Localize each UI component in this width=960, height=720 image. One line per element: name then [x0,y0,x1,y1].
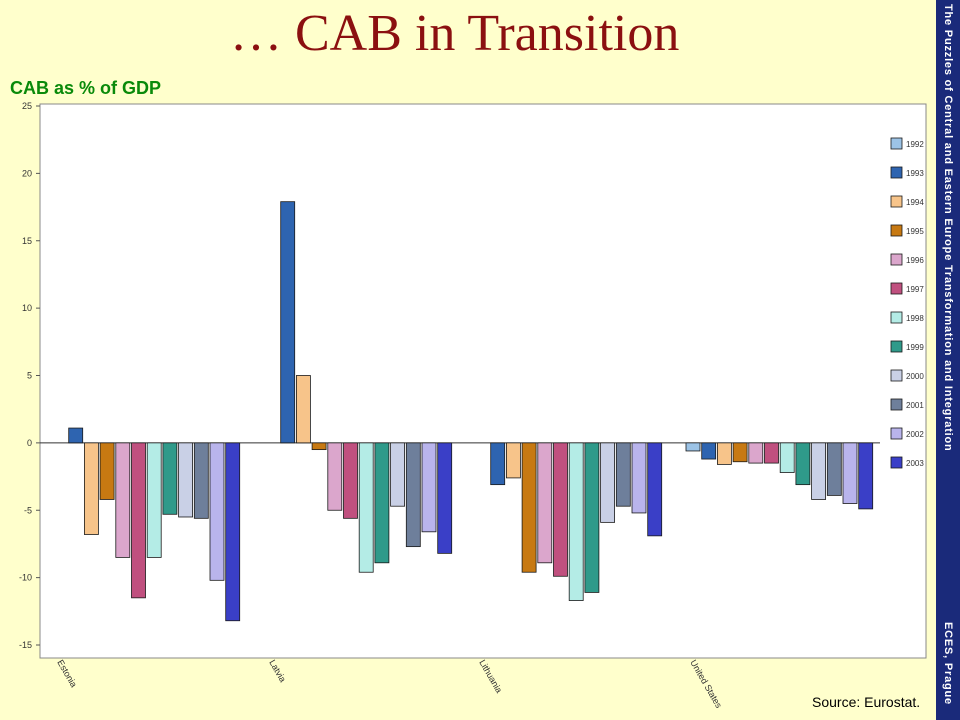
side-band-title: The Puzzles of Central and Eastern Europ… [942,4,954,452]
bar-chart: 25 20 15 10 5 0 -5 -10 -15 Estonia Latvia Lithuania… [19,101,927,710]
legend-swatch-2000 [890,369,903,382]
side-band [936,0,960,720]
legend-label-1994: 1994 [906,198,924,207]
bar-latvia-1996 [327,442,343,511]
legend-swatch-1999 [890,340,903,353]
y-tick-label: 5 [27,371,32,381]
bar-lithuania-1996 [537,442,553,564]
chart-subtitle: CAB as % of GDP [10,78,162,98]
bar-latvia-1995 [311,442,327,451]
y-tick-label: 20 [22,168,32,178]
bar-united-states-1992 [685,442,701,452]
x-category-label: United States [688,658,724,710]
bar-lithuania-2002 [631,442,647,514]
bar-lithuania-2003 [647,442,663,537]
bar-estonia-2003 [225,442,241,622]
side-band-footer: ECES, Prague [942,622,954,705]
bar-lithuania-1993 [490,442,506,486]
plot-area [39,103,927,659]
bar-united-states-2002 [842,442,858,504]
bar-united-states-1998 [779,442,795,473]
legend-swatch-2003 [890,456,903,469]
x-category-label: Lithuania [477,658,504,695]
legend-swatch-2002 [890,427,903,440]
bar-estonia-2002 [209,442,225,581]
bar-united-states-2000 [811,442,826,500]
bar-latvia-1997 [343,442,358,519]
bar-latvia-1994 [295,375,311,444]
legend-label-1997: 1997 [906,285,924,294]
bar-latvia-1993 [280,201,296,444]
bar-lithuania-1998 [568,442,584,601]
legend-label-2001: 2001 [906,401,924,410]
legend-swatch-1996 [890,253,903,266]
bar-latvia-2001 [405,442,421,548]
bar-lithuania-2000 [600,442,615,523]
legend-label-1993: 1993 [906,169,924,178]
legend-label-2000: 2000 [906,372,924,381]
bar-latvia-1998 [358,442,374,573]
bar-estonia-1998 [146,442,162,558]
legend-label-1992: 1992 [906,140,924,149]
source-note: Source: Eurostat. [812,694,921,710]
bar-lithuania-1999 [584,442,600,593]
bar-united-states-1994 [717,442,732,465]
bar-latvia-1999 [374,442,390,564]
legend-label-2002: 2002 [906,430,924,439]
bar-estonia-1995 [99,442,115,500]
bar-estonia-1994 [84,442,99,535]
bar-latvia-2000 [390,442,406,507]
y-tick-label: 15 [22,236,32,246]
legend-label-2003: 2003 [906,459,924,468]
legend-label-1999: 1999 [906,343,924,352]
legend-swatch-1992 [890,137,903,150]
bar-united-states-2003 [858,442,874,510]
bar-latvia-2003 [437,442,453,554]
bar-lithuania-2001 [615,442,631,507]
legend-swatch-1994 [890,195,903,208]
legend-swatch-1995 [890,224,903,237]
legend-swatch-1998 [890,311,903,324]
legend-label-1995: 1995 [906,227,924,236]
legend-swatch-2001 [890,398,903,411]
slide-title: … CAB in Transition [230,5,680,62]
bar-estonia-1996 [115,442,131,558]
bar-estonia-1997 [131,442,146,599]
y-tick-label: 10 [22,303,32,313]
bar-united-states-1993 [701,442,717,460]
bar-united-states-1997 [764,442,779,464]
bar-lithuania-1995 [521,442,537,573]
bar-estonia-1999 [162,442,178,515]
legend-swatch-1993 [890,166,903,179]
y-tick-label: -15 [19,640,32,650]
bar-estonia-2000 [178,442,194,518]
legend-label-1996: 1996 [906,256,924,265]
legend-swatch-1997 [890,282,903,295]
bar-united-states-1999 [795,442,811,486]
bar-estonia-1993 [68,427,84,444]
bar-united-states-2001 [826,442,842,496]
bar-estonia-2001 [193,442,209,519]
bar-lithuania-1997 [553,442,568,577]
bar-lithuania-1994 [505,442,521,479]
legend-label-1998: 1998 [906,314,924,323]
bar-united-states-1996 [748,442,764,464]
bar-latvia-2002 [421,442,437,533]
y-tick-label: -5 [24,505,32,515]
y-tick-label: 0 [27,438,32,448]
bar-united-states-1995 [732,442,748,463]
y-tick-label: 25 [22,101,32,111]
y-tick-label: -10 [19,573,32,583]
x-category-label: Latvia [267,658,288,684]
x-category-label: Estonia [55,658,79,689]
